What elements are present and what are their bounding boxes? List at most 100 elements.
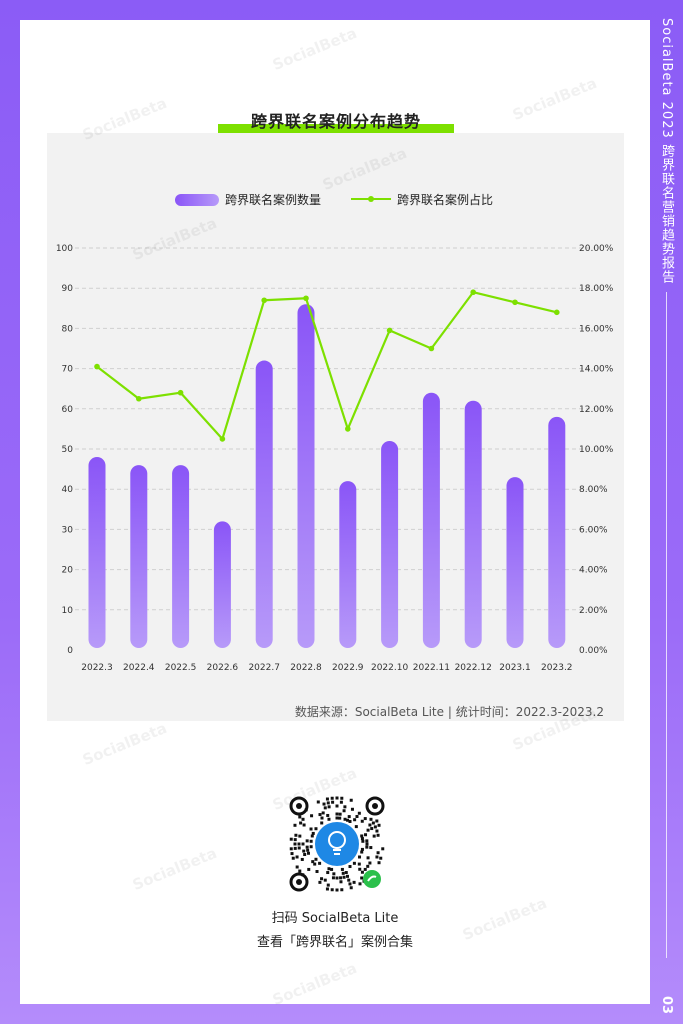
qr-module (325, 887, 329, 891)
qr-module (339, 880, 343, 884)
qr-module (366, 856, 370, 860)
qr-module (297, 846, 301, 850)
qr-module (331, 800, 335, 804)
mini-program-icon (363, 870, 381, 888)
qr-module (289, 847, 293, 851)
qr-module (364, 833, 368, 837)
qr-finder (289, 872, 309, 892)
y-right-tick-label: 2.00% (579, 606, 608, 616)
legend-bar-label: 跨界联名案例数量 (225, 192, 321, 207)
qr-module (298, 815, 302, 819)
qr-module (352, 861, 356, 865)
qr-module (357, 862, 361, 866)
qr-module (305, 845, 309, 849)
qr-module (349, 886, 353, 890)
y-left-tick-label: 80 (62, 324, 74, 334)
y-right-tick-label: 12.00% (579, 405, 614, 415)
source-note: 数据来源：SocialBeta Lite | 统计时间：2022.3-2023.… (294, 705, 604, 719)
line-point (386, 327, 393, 334)
chart-title: 跨界联名案例分布趋势 (250, 112, 421, 131)
qr-module (373, 825, 377, 829)
mini-program-icon-glyph (367, 875, 377, 882)
grid-layer (75, 247, 594, 611)
qr-module (365, 845, 369, 849)
qr-module (358, 867, 362, 871)
qr-module (294, 833, 298, 837)
qr-module (372, 834, 376, 838)
legend-line-label: 跨界联名案例占比 (397, 192, 493, 207)
qr-module (327, 817, 331, 821)
qr-module (323, 806, 327, 810)
qr-module (348, 819, 352, 823)
line-point (428, 345, 435, 352)
watermark: SocialBeta (509, 73, 600, 125)
line-point (261, 297, 267, 304)
qr-module (320, 821, 324, 825)
qr-module (335, 888, 339, 892)
line-layer (94, 289, 560, 442)
y-left-tick-label: 100 (56, 244, 73, 254)
qr-module (301, 817, 305, 821)
qr-module (311, 831, 315, 835)
chart-title-block: 跨界联名案例分布趋势 (218, 108, 454, 134)
qr-caption-line1: 扫码 SocialBeta Lite (271, 911, 399, 926)
qr-finder (365, 796, 385, 816)
report-title-vertical: SocialBeta 2023 跨界联名营销趋势报告 (659, 18, 674, 284)
y-left-tick-label: 10 (62, 606, 74, 616)
qr-module (314, 857, 318, 861)
bar-layer (88, 304, 566, 648)
qr-module (331, 876, 335, 880)
qr-module (309, 839, 313, 843)
qr-module (326, 813, 330, 817)
qr-module (290, 852, 294, 856)
qr-module (339, 876, 343, 880)
qr-module (369, 846, 373, 850)
qr-module (305, 839, 309, 843)
qr-module (295, 855, 299, 859)
qr-module (360, 876, 364, 880)
qr-module (360, 834, 364, 838)
bar (464, 400, 482, 648)
qr-module (302, 823, 306, 827)
qr-module (293, 838, 297, 842)
line-point (345, 426, 351, 432)
x-tick-label: 2022.5 (165, 663, 197, 673)
y-left-tick-label: 70 (62, 365, 74, 375)
y-left-tick-label: 60 (62, 405, 74, 415)
qr-module (321, 811, 325, 815)
qr-module (323, 878, 327, 882)
qr-module (343, 817, 347, 821)
qr-module (335, 804, 339, 808)
x-tick-label: 2023.1 (499, 663, 531, 673)
bar (339, 481, 357, 648)
qr-finder (289, 796, 309, 816)
qr-module (315, 870, 319, 874)
qr-module (307, 867, 311, 871)
qr-module (354, 825, 358, 829)
watermark: SocialBeta (269, 23, 360, 75)
x-tick-label: 2022.3 (81, 663, 113, 673)
y-left-tick-label: 40 (62, 485, 74, 495)
qr-module (349, 798, 353, 802)
qr-module (327, 805, 331, 809)
qr-code[interactable] (285, 792, 389, 896)
qr-module (377, 861, 381, 865)
line-point (94, 363, 100, 370)
qr-module (302, 849, 306, 853)
qr-module (299, 821, 303, 825)
qr-module (371, 821, 375, 825)
y-left-tick-label: 0 (67, 646, 73, 656)
qr-module (341, 871, 345, 875)
qr-module (300, 857, 304, 861)
qr-module (350, 807, 354, 811)
qr-module (379, 856, 383, 860)
qr-module (303, 853, 307, 857)
qr-module (306, 851, 310, 855)
qr-module (357, 811, 361, 815)
qr-module (314, 827, 318, 831)
y-right-tick-label: 16.00% (579, 324, 614, 334)
qr-module (346, 818, 350, 822)
side-divider (666, 292, 667, 958)
qr-module (376, 851, 380, 855)
x-tick-label: 2023.2 (541, 663, 573, 673)
